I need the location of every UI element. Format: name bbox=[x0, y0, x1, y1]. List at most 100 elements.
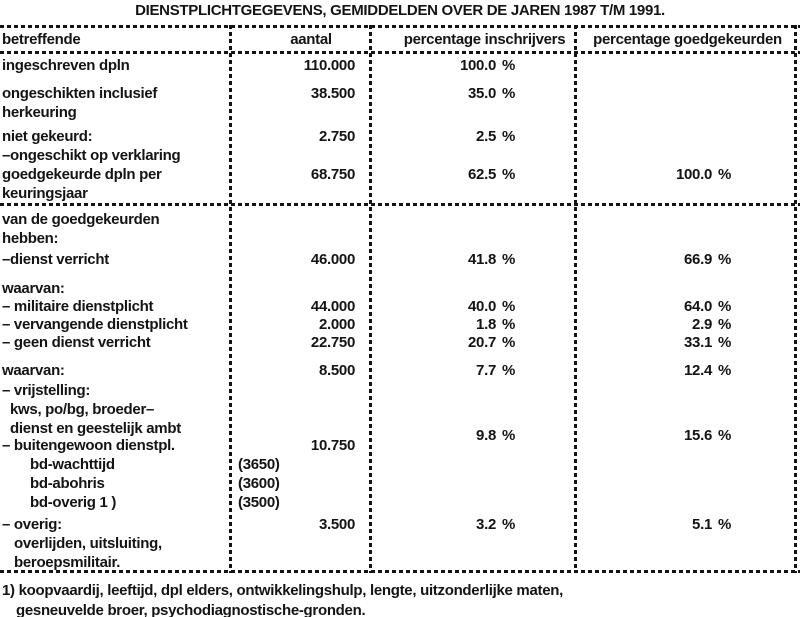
cell-pct-goedgekeurden: 100.0% bbox=[575, 165, 800, 203]
row-label-line: herkeuring bbox=[2, 104, 77, 121]
table-border-bottom bbox=[0, 570, 800, 573]
percent-sign: % bbox=[718, 362, 732, 379]
percent-sign: % bbox=[502, 298, 516, 315]
row-label-line: van de goedgekeurden bbox=[2, 211, 160, 228]
cell-aantal: 22.750 bbox=[310, 334, 355, 351]
footnote-line-1: 1) koopvaardij, leeftijd, dpl elders, on… bbox=[2, 582, 563, 599]
cell-pct-goedgekeurden: 15.6% bbox=[575, 426, 800, 445]
cell-pct-goedgekeurden: 33.1% bbox=[575, 333, 800, 352]
percent-sign: % bbox=[502, 316, 516, 333]
row-label-line: –ongeschikt op verklaring bbox=[2, 147, 181, 164]
cell-pct-goedgekeurden: 2.9% bbox=[575, 315, 800, 334]
row-label-line: kws, po/bg, broeder– bbox=[10, 401, 155, 418]
percent-sign: % bbox=[502, 334, 516, 351]
table-row: ingeschreven dpln 110.000 100.0% bbox=[0, 56, 800, 75]
cell-aantal: 110.000 bbox=[303, 57, 356, 74]
percent-sign: % bbox=[502, 57, 516, 74]
row-label: bd-wachttijd bbox=[0, 455, 230, 474]
cell-pct-goedgekeurden bbox=[575, 493, 800, 512]
row-label-line: beroepsmilitair. bbox=[14, 554, 121, 571]
percent-sign: % bbox=[502, 427, 516, 444]
row-label: waarvan: bbox=[0, 361, 230, 380]
pct-value: 100.0 bbox=[675, 166, 712, 183]
pct-value: 20.7 bbox=[468, 334, 496, 351]
cell-pct-inschrijvers: 7.7% bbox=[370, 361, 575, 380]
row-label: – geen dienst verricht bbox=[0, 333, 230, 352]
section-divider-line bbox=[0, 203, 800, 206]
cell-pct-inschrijvers: 20.7% bbox=[370, 333, 575, 352]
cell-pct-goedgekeurden bbox=[575, 84, 800, 122]
cell-pct-goedgekeurden bbox=[575, 56, 800, 75]
cell-aantal: 38.500 bbox=[310, 85, 355, 102]
percent-sign: % bbox=[718, 516, 732, 533]
cell-pct-inschrijvers: 100.0% bbox=[370, 56, 575, 75]
table-row: bd-overig 1 ) (3500) bbox=[0, 493, 800, 512]
cell-pct-inschrijvers: 3.2% bbox=[370, 515, 575, 572]
row-label-line: goedgekeurde dpln per bbox=[2, 166, 162, 183]
cell-aantal bbox=[230, 381, 370, 438]
pct-value: 62.5 bbox=[468, 166, 496, 183]
pct-value: 100.0 bbox=[459, 57, 496, 74]
row-label-line: –dienst verricht bbox=[2, 251, 109, 268]
column-divider-1 bbox=[229, 25, 232, 573]
row-label: ongeschikten inclusief herkeuring bbox=[0, 84, 230, 122]
cell-pct-inschrijvers: 2.5% bbox=[370, 127, 575, 165]
cell-aantal: 8.500 bbox=[318, 362, 355, 379]
table-row: – buitengewoon dienstpl. 10.750 9.8% 15.6% bbox=[0, 427, 800, 455]
percent-sign: % bbox=[718, 166, 732, 183]
percent-sign: % bbox=[502, 251, 516, 268]
pct-value: 41.8 bbox=[468, 251, 496, 268]
cell-pct-inschrijvers bbox=[370, 279, 575, 298]
table-row: van de goedgekeurden hebben: bbox=[0, 210, 800, 248]
row-label: goedgekeurde dpln per keuringsjaar bbox=[0, 165, 230, 203]
cell-aantal: (3600) bbox=[238, 475, 280, 492]
cell-pct-inschrijvers: 62.5% bbox=[370, 165, 575, 203]
cell-pct-goedgekeurden: 64.0% bbox=[575, 297, 800, 316]
row-label-line: keuringsjaar bbox=[2, 185, 88, 202]
percent-sign: % bbox=[502, 85, 516, 102]
row-label-line: bd-wachttijd bbox=[30, 456, 115, 473]
table-row: waarvan: bbox=[0, 279, 800, 298]
cell-pct-goedgekeurden bbox=[575, 127, 800, 165]
table-border-top bbox=[0, 25, 800, 28]
cell-aantal: 10.750 bbox=[310, 437, 355, 454]
column-divider-2 bbox=[369, 25, 372, 573]
table-row: – vervangende dienstplicht 2.000 1.8% 2.9% bbox=[0, 315, 800, 334]
row-label: – buitengewoon dienstpl. bbox=[0, 436, 230, 455]
cell-aantal: (3500) bbox=[238, 494, 280, 511]
table-row: waarvan: 8.500 7.7% 12.4% bbox=[0, 361, 800, 380]
row-label: bd-overig 1 ) bbox=[0, 493, 230, 512]
row-label: niet gekeurd: –ongeschikt op verklaring bbox=[0, 127, 230, 165]
cell-aantal: 68.750 bbox=[310, 166, 355, 183]
row-label: – vervangende dienstplicht bbox=[0, 315, 230, 334]
row-label-line: – vervangende dienstplicht bbox=[2, 316, 188, 333]
percent-sign: % bbox=[718, 298, 732, 315]
row-label: –dienst verricht bbox=[0, 250, 230, 269]
column-header-aantal: aantal bbox=[290, 31, 332, 48]
cell-pct-goedgekeurden bbox=[575, 474, 800, 493]
row-label: – vrijstelling: kws, po/bg, broeder– diens… bbox=[0, 381, 230, 438]
table-border-right bbox=[794, 25, 797, 573]
percent-sign: % bbox=[718, 334, 732, 351]
pct-value: 12.4 bbox=[684, 362, 712, 379]
percent-sign: % bbox=[718, 316, 732, 333]
row-label-line: dienst en geestelijk ambt bbox=[10, 420, 181, 437]
row-label-line: waarvan: bbox=[2, 362, 65, 379]
cell-pct-goedgekeurden bbox=[575, 210, 800, 248]
cell-aantal: 44.000 bbox=[310, 298, 355, 315]
pct-value: 40.0 bbox=[468, 298, 496, 315]
cell-pct-goedgekeurden bbox=[575, 455, 800, 474]
row-label-line: – buitengewoon dienstpl. bbox=[2, 437, 175, 454]
cell-pct-inschrijvers: 1.8% bbox=[370, 315, 575, 334]
cell-pct-inschrijvers bbox=[370, 455, 575, 474]
cell-aantal: (3650) bbox=[238, 456, 280, 473]
column-header-percentage-inschrijvers: percentage inschrijvers bbox=[403, 31, 566, 48]
pct-value: 9.8 bbox=[476, 427, 496, 444]
row-label: bd-abohris bbox=[0, 474, 230, 493]
pct-value: 15.6 bbox=[684, 427, 712, 444]
pct-value: 7.7 bbox=[476, 362, 496, 379]
row-label-line: ongeschikten inclusief bbox=[2, 85, 158, 102]
row-label: ingeschreven dpln bbox=[0, 56, 230, 75]
row-label-line: bd-overig 1 ) bbox=[30, 494, 117, 511]
row-label: van de goedgekeurden hebben: bbox=[0, 210, 230, 248]
